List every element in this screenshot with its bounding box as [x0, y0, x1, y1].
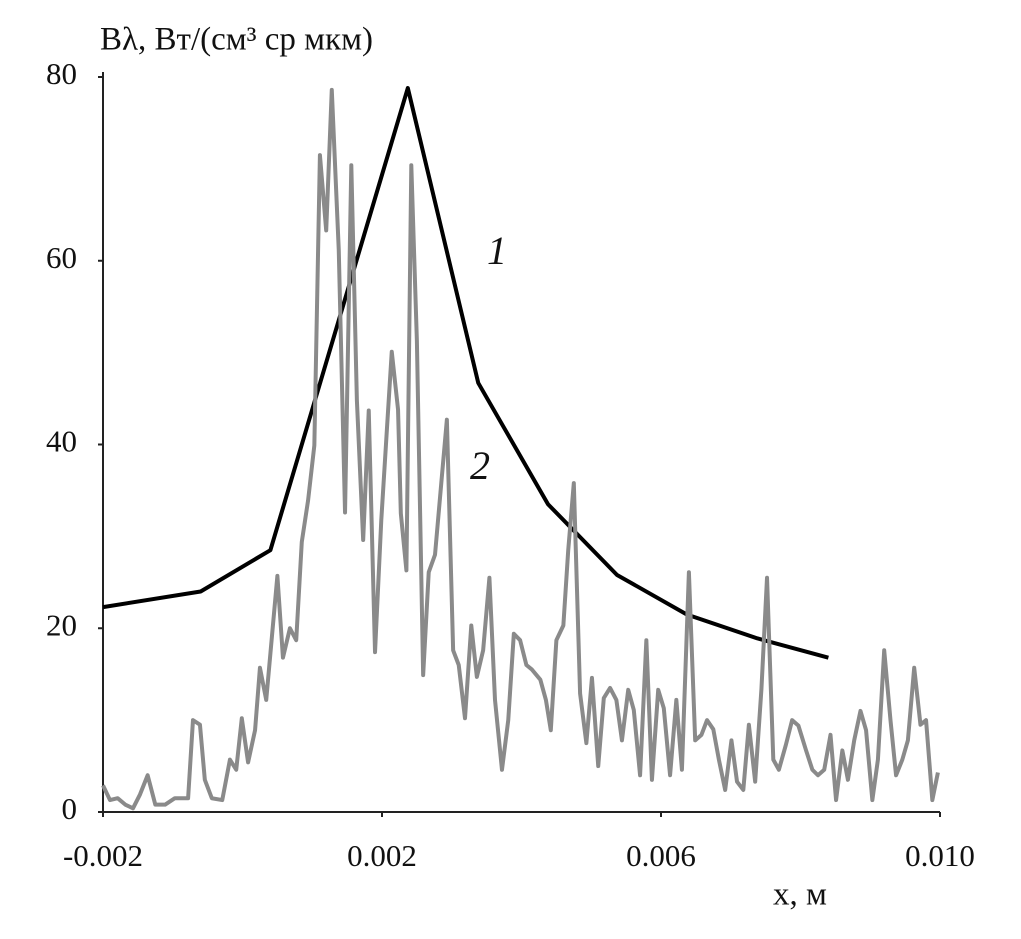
- y-axis-title: Bλ, Вт/(см³ ср мкм): [100, 22, 373, 58]
- y-tick-label: 0: [62, 791, 78, 826]
- x-tick-label: 0.002: [347, 838, 417, 873]
- y-tick-label: 20: [46, 607, 77, 642]
- x-tick-label: -0.002: [63, 838, 143, 873]
- series-label: 1: [487, 228, 507, 273]
- series-label: 2: [470, 443, 490, 488]
- x-axis-title: x, м: [773, 877, 827, 913]
- series-line: [101, 87, 940, 811]
- series-line: [102, 86, 829, 660]
- y-tick-label: 80: [46, 56, 77, 91]
- x-tick-label: 0.010: [905, 838, 975, 873]
- y-tick-label: 40: [46, 424, 77, 459]
- y-tick-label: 60: [46, 240, 77, 275]
- x-tick-label: 0.006: [626, 838, 696, 873]
